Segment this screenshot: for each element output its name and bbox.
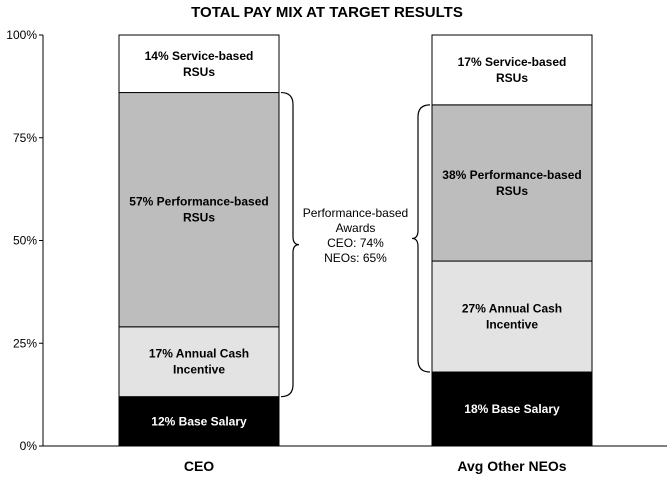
segment-label: RSUs	[496, 184, 528, 198]
bar-segment-service-0	[118, 34, 280, 94]
brace-ceo	[280, 91, 300, 398]
segment-label: Incentive	[486, 318, 538, 332]
brace-neos	[411, 104, 431, 373]
annotation-line: Awards	[336, 221, 376, 235]
chart-title: TOTAL PAY MIX AT TARGET RESULTS	[191, 4, 463, 21]
y-tick-label: 50%	[13, 234, 37, 248]
segment-label: 57% Performance-based	[129, 195, 268, 209]
segment-label: 17% Service-based	[458, 55, 567, 69]
bar-segment-base-1	[431, 371, 593, 447]
bar-segment-annual-1	[431, 260, 593, 373]
bar-segment-service-1	[431, 34, 593, 106]
segment-label: 14% Service-based	[145, 49, 254, 63]
segment-label: 18% Base Salary	[464, 402, 560, 416]
bar-segment-base-0	[118, 396, 280, 447]
y-tick-label: 100%	[6, 28, 37, 42]
bar-segment-perf-1	[431, 104, 593, 262]
y-tick-label: 0%	[20, 439, 38, 453]
segment-label: RSUs	[496, 71, 528, 85]
segment-label: Incentive	[173, 363, 225, 377]
segment-label: 17% Annual Cash	[149, 347, 249, 361]
segment-label: RSUs	[183, 65, 215, 79]
annotation-line: CEO: 74%	[327, 236, 384, 250]
segment-label: RSUs	[183, 211, 215, 225]
bar-segment-perf-0	[118, 92, 280, 328]
annotation-line: NEOs: 65%	[324, 251, 387, 265]
segment-label: 27% Annual Cash	[462, 302, 562, 316]
annotation-line: Performance-based	[303, 206, 408, 220]
y-tick-label: 25%	[13, 336, 37, 350]
bar-segment-annual-0	[118, 326, 280, 398]
segment-label: 38% Performance-based	[442, 168, 581, 182]
category-label: CEO	[184, 458, 214, 474]
plot-area: 0% 25% 50% 75% 100% 12% Base Salary 17% Annual…	[6, 28, 667, 474]
y-tick-label: 75%	[13, 131, 37, 145]
segment-label: 12% Base Salary	[151, 414, 247, 428]
category-label: Avg Other NEOs	[457, 458, 566, 474]
